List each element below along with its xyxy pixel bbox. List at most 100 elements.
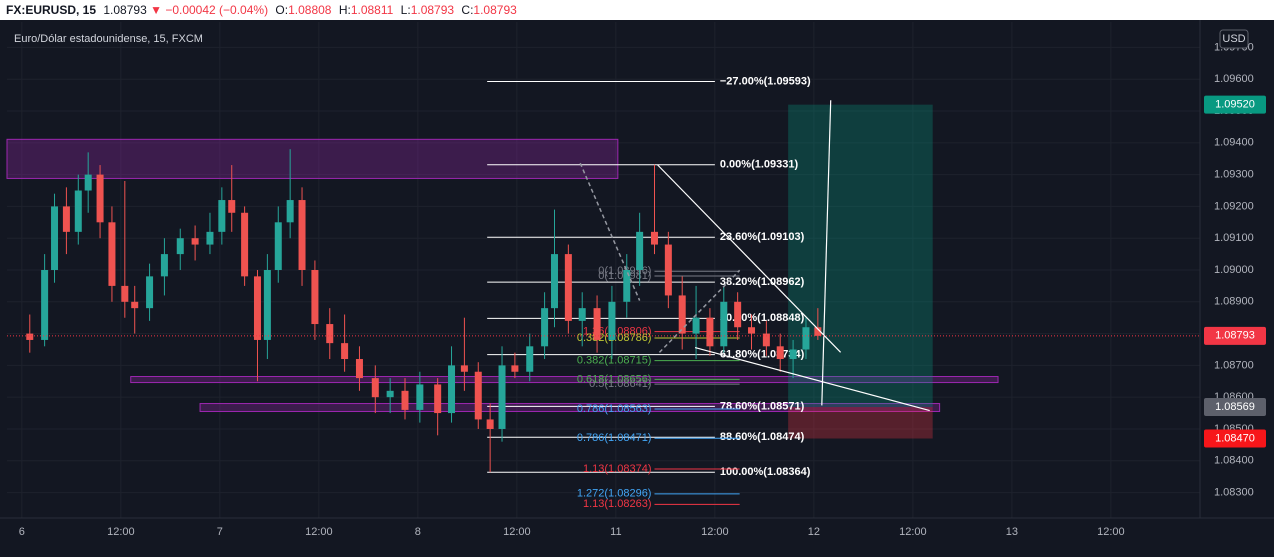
chart: −27.00%(1.09593) 0.00%(1.09331) 23.60%(1.0… xyxy=(0,20,1274,552)
c-label: C: xyxy=(461,3,474,17)
candle-body xyxy=(486,419,494,429)
candle-body xyxy=(706,317,714,347)
candle-body xyxy=(593,308,601,340)
h-value: 1.08811 xyxy=(350,3,394,17)
candle-body xyxy=(762,333,770,347)
fib-ext-label: 0.382(1.08715) xyxy=(577,355,652,367)
candle-body xyxy=(146,276,154,309)
zone xyxy=(199,403,941,412)
last-price-badge xyxy=(1204,326,1266,345)
candle-body xyxy=(448,365,456,414)
currency-box xyxy=(1219,29,1249,49)
stop-zone xyxy=(788,407,933,439)
candle-body xyxy=(692,317,700,334)
fib-ext-label: 0.786(1.08471) xyxy=(577,432,652,444)
price-badge-label: 1.09520 xyxy=(1215,99,1255,111)
candle-body xyxy=(678,295,686,334)
fib-ext-label: 0.5(1.08641) xyxy=(589,378,651,390)
candle-body xyxy=(41,270,49,340)
y-tick-label: 1.08300 xyxy=(1214,486,1254,498)
trend-line xyxy=(657,164,842,353)
zone xyxy=(6,138,619,179)
candle-body xyxy=(298,200,306,270)
candle-body xyxy=(84,174,92,191)
x-tick-label: 12:00 xyxy=(503,526,531,538)
y-tick-label: 1.08900 xyxy=(1214,296,1254,308)
candle-body xyxy=(74,190,82,232)
x-tick-label: 11 xyxy=(610,526,621,538)
o-label: O: xyxy=(275,3,289,17)
y-tick-label: 1.08700 xyxy=(1214,359,1254,371)
chart-title: Euro/Dólar estadounidense, 15, FXCM xyxy=(14,33,203,45)
candle-body xyxy=(802,327,810,350)
candle-body xyxy=(160,254,168,277)
fib-label: 100.00%(1.08364) xyxy=(720,466,811,478)
candle-body xyxy=(550,254,558,309)
candle-body xyxy=(26,333,34,340)
candle-body xyxy=(636,231,644,270)
y-tick-label: 1.09400 xyxy=(1214,137,1254,149)
o-value: 1.08808 xyxy=(288,3,332,17)
candle-body xyxy=(371,378,379,398)
candle-body xyxy=(564,254,572,321)
candle-body xyxy=(498,365,506,429)
candle-body xyxy=(96,174,104,223)
candle-body xyxy=(286,200,294,223)
x-tick-label: 12:00 xyxy=(701,526,729,538)
candle-body xyxy=(608,301,616,340)
x-tick-label: 12:00 xyxy=(305,526,333,538)
candle-body xyxy=(474,371,482,420)
candle-body xyxy=(218,200,226,232)
fib-ext-label: 0.618(1.08656) xyxy=(577,373,652,385)
price-badge xyxy=(1204,95,1266,114)
price-badge xyxy=(1204,429,1266,448)
zone xyxy=(130,376,999,384)
candle-body xyxy=(789,349,797,360)
trend-line xyxy=(694,346,930,412)
l-value: 1.08793 xyxy=(410,3,455,17)
candle-body xyxy=(460,365,468,372)
candle-body xyxy=(720,301,728,347)
candle-body xyxy=(578,308,586,321)
price-badge xyxy=(1204,398,1266,417)
candle-body xyxy=(650,231,658,245)
candle-body xyxy=(108,222,116,286)
candle-body xyxy=(253,276,261,340)
candle-body xyxy=(341,343,349,360)
fib-ext-label: 1.272(1.08296) xyxy=(577,488,652,500)
candle-body xyxy=(274,222,282,270)
candle-body xyxy=(176,238,184,255)
y-tick-label: 1.09200 xyxy=(1214,200,1254,212)
fib-label: 0.00%(1.09331) xyxy=(720,159,799,171)
x-tick-label: 8 xyxy=(415,526,421,538)
candle-body xyxy=(416,384,424,410)
candle-body xyxy=(326,324,334,344)
candle-body xyxy=(228,200,236,213)
fib-label: −27.00%(1.09593) xyxy=(720,75,811,87)
candle-body xyxy=(541,308,549,347)
price-badge-label: 1.08470 xyxy=(1215,432,1255,444)
currency: USD xyxy=(1222,33,1245,45)
candle-body xyxy=(734,301,742,328)
x-tick-label: 7 xyxy=(217,526,223,538)
symbol-header: FX:EURUSD, 15 1.08793 ▼ −0.00042 (−0.04%… xyxy=(0,0,1274,20)
candle-body xyxy=(748,327,756,334)
candle-body xyxy=(664,244,672,296)
last-price-badge-label: 1.08793 xyxy=(1215,330,1255,342)
candle-body xyxy=(526,346,534,372)
target-zone xyxy=(788,104,933,408)
x-tick-label: 6 xyxy=(19,526,25,538)
x-tick-label: 12:00 xyxy=(1097,526,1125,538)
fib-label: 88.60%(1.08474) xyxy=(720,431,805,443)
symbol: FX:EURUSD, 15 xyxy=(6,3,97,17)
candle-body xyxy=(131,301,139,309)
y-tick-label: 1.09300 xyxy=(1214,169,1254,181)
x-tick-label: 12:00 xyxy=(899,526,927,538)
candle-body xyxy=(814,327,822,336)
y-tick-label: 1.09100 xyxy=(1214,232,1254,244)
fib-label: 50.00%(1.08848) xyxy=(720,312,805,324)
fib-ext-label: 1.13(1.08263) xyxy=(583,498,652,510)
candle-body xyxy=(263,270,271,340)
candle-body xyxy=(121,285,129,302)
